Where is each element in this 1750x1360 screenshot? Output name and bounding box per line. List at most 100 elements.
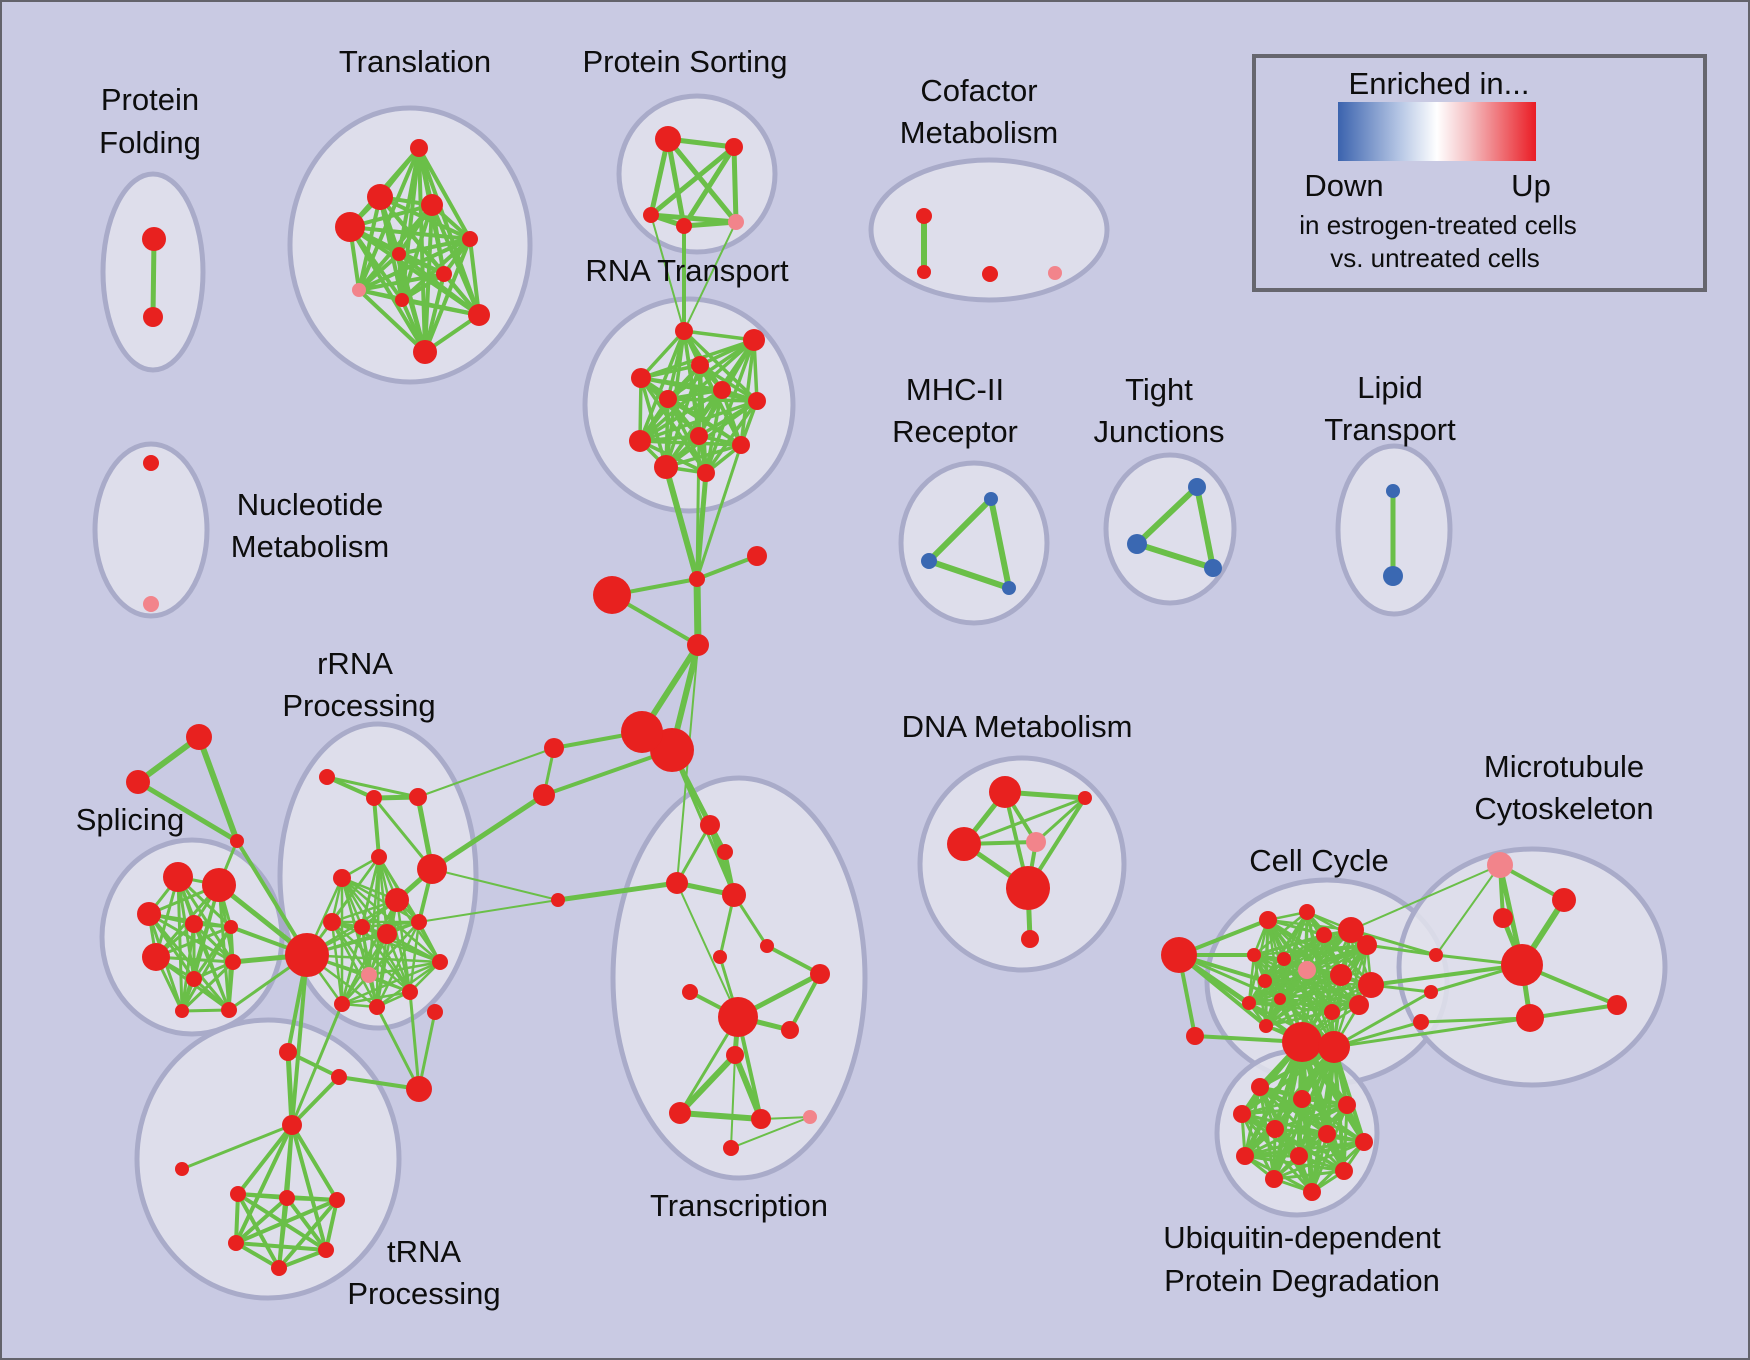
edge-ps2-ps3	[648, 144, 737, 218]
node-pf2	[143, 307, 163, 327]
edge-rr2-rr4	[372, 796, 381, 859]
node-ubh1	[1282, 1022, 1322, 1062]
node-mtp	[1487, 852, 1513, 878]
edge-mt3-cc8	[1365, 943, 1438, 957]
edge-rt11-cn1	[663, 464, 700, 582]
edge-rr8-rr16	[330, 920, 344, 1006]
edge-rt4-rt7	[639, 376, 759, 403]
node-sp10	[175, 1004, 189, 1018]
cluster-label-protein-folding-0: Protein	[101, 82, 199, 117]
edge-cn9-rr11	[418, 899, 559, 923]
edge-cn1-cn4	[693, 575, 702, 649]
node-tn3	[329, 1192, 345, 1208]
edge-ps1-ps4	[665, 136, 687, 229]
node-nm2	[143, 596, 159, 612]
node-mt2	[1552, 888, 1576, 912]
node-cn4	[687, 634, 709, 656]
node-tn6	[271, 1260, 287, 1276]
edge-ccl-cc13	[1177, 953, 1282, 1001]
edge-cc13-cc14	[1278, 997, 1334, 1014]
edge-tr8-tr11	[357, 288, 427, 354]
node-st2	[126, 770, 150, 794]
edge-rt9-rt12	[638, 439, 708, 475]
node-st1	[186, 724, 212, 750]
edge-ub4-ubh2	[1240, 1045, 1336, 1116]
edge-rt3-rt4	[639, 363, 702, 380]
node-cc9	[1258, 974, 1272, 988]
edge-rt8-cn1	[695, 434, 701, 581]
edge-mt5-ubh2	[1332, 1016, 1532, 1049]
node-tr10	[468, 304, 490, 326]
node-tr3	[421, 194, 443, 216]
edge-mh1-mh2	[926, 496, 994, 564]
edge-tr5-tr11	[423, 237, 472, 354]
node-tx7	[810, 964, 830, 984]
node-tx15	[723, 1140, 739, 1156]
node-mh2	[921, 553, 937, 569]
node-cc7	[1298, 961, 1316, 979]
node-cn3	[593, 576, 631, 614]
edge-st3-rrh	[235, 839, 309, 957]
nodes	[126, 126, 1627, 1276]
edge-ub12-ubh2	[1310, 1045, 1336, 1194]
cluster-label-tight-junctions-1: Junctions	[1094, 414, 1225, 449]
node-cn1	[689, 571, 705, 587]
cluster-label-cell-cycle-0: Cell Cycle	[1249, 843, 1389, 878]
edge-rr1-rr2	[325, 775, 376, 800]
node-ub10	[1335, 1162, 1353, 1180]
edge-rr14-rrh	[305, 953, 442, 964]
legend-down-label: Down	[1304, 168, 1384, 203]
edge-tn2-tn4	[234, 1196, 289, 1245]
cluster-label-transcription-0: Transcription	[650, 1188, 828, 1223]
edge-tn3-tn6	[277, 1198, 339, 1270]
edge-cn9-rr6	[431, 868, 559, 901]
node-cn7	[544, 738, 564, 758]
edge-rr14-rr16	[340, 960, 442, 1006]
node-mt7	[1413, 1014, 1429, 1030]
node-rr1	[319, 769, 335, 785]
edge-cn9-tx3	[555, 880, 680, 903]
node-rt6	[659, 390, 677, 408]
node-ub9	[1290, 1147, 1308, 1165]
node-cc12	[1242, 996, 1256, 1010]
node-mth	[1501, 944, 1543, 986]
edge-rt3-rt7	[698, 363, 759, 403]
edge-ub6-ub8	[1243, 1132, 1329, 1158]
edge-ub7-ubh2	[1332, 1045, 1366, 1144]
cluster-label-rna-transport-0: RNA Transport	[585, 253, 789, 288]
edge-rr21-rr13	[408, 990, 421, 1091]
edge-cc5-cc8	[1252, 943, 1369, 957]
edge-tj1-tj2	[1134, 484, 1200, 547]
edge-cn8-rr6	[429, 792, 547, 872]
node-tx2	[717, 844, 733, 860]
edge-st1-st3	[196, 734, 240, 844]
edge-rr8-rr12	[330, 920, 371, 977]
node-cf1	[916, 208, 932, 224]
edge-rr20-rr21	[337, 1075, 421, 1091]
edge-ps1-ps5	[665, 136, 739, 225]
node-tx4	[722, 883, 746, 907]
edge-cn7-rr3	[417, 747, 555, 798]
edge-tr5-tr6	[397, 237, 472, 256]
edge-tn2-tn5	[285, 1196, 328, 1252]
legend-gradient-bar	[1338, 102, 1536, 161]
node-tx11	[726, 1046, 744, 1064]
edge-cn1-cn2	[695, 554, 759, 581]
node-mt6	[1607, 995, 1627, 1015]
edge-rt6-rt7	[666, 397, 759, 403]
node-cf2	[917, 265, 931, 279]
edge-rr1-rr3	[325, 775, 420, 799]
cluster-label-nucleotide-metabolism-1: Metabolism	[231, 529, 390, 564]
edge-rr10-rr15	[375, 932, 389, 1009]
node-rt1	[675, 322, 693, 340]
edge-tn4-tnh	[234, 1123, 294, 1245]
node-mh3	[1002, 581, 1016, 595]
node-tnh	[282, 1115, 302, 1135]
edge-tx12-tx13	[677, 1110, 764, 1122]
node-rr10	[377, 924, 397, 944]
edge-rt2-rt12	[704, 338, 756, 475]
node-ub2	[1293, 1090, 1311, 1108]
edge-tr6-tr8	[357, 252, 401, 292]
node-tx5	[760, 939, 774, 953]
edge-tr2-tr8	[357, 195, 382, 292]
